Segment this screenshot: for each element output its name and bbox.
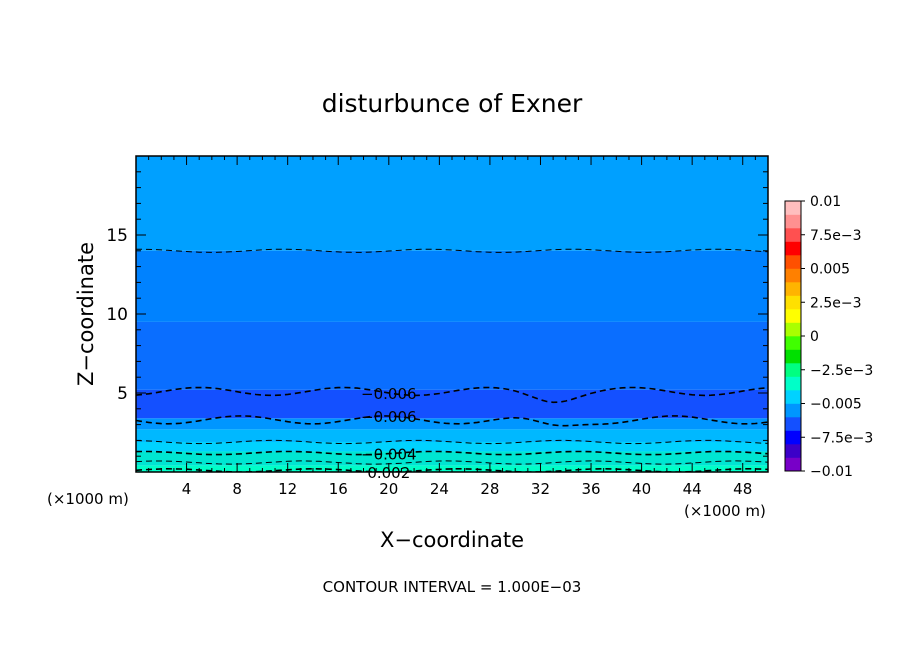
x-axis-label: X−coordinate [380,528,524,552]
contour-band [136,389,768,419]
contour-interval-footer: CONTOUR INTERVAL = 1.000E−03 [323,578,582,596]
colorbar-swatch [785,241,801,256]
colorbar-swatch [785,295,801,310]
colorbar-swatch [785,457,801,472]
x-tick-label: 24 [430,480,449,498]
x-tick-label: 20 [379,480,398,498]
colorbar-swatch [785,390,801,404]
colorbar-label: −7.5e−3 [810,430,873,446]
colorbar-swatch [785,309,801,323]
contour-line [136,439,768,445]
x-unit-right: (×1000 m) [684,502,766,520]
colorbar-swatch [785,336,801,350]
y-tick-label: 10 [106,305,128,325]
contour-label: −0.004 [361,446,417,464]
colorbar-swatch [785,403,801,418]
contour-line [136,248,768,253]
contour-band [136,156,768,251]
colorbar [784,200,802,472]
colorbar-labels: 0.01 7.5e−3 0.005 2.5e−3 0 −2.5e−3 −0.005 −7.5e… [801,194,873,480]
colorbar-swatch [785,417,801,431]
x-axis-ticks: 4 8 12 16 20 24 28 32 36 40 44 48 [148,156,756,498]
colorbar-swatch [785,349,801,364]
contour-line [136,460,768,465]
x-tick-label: 44 [683,480,702,498]
colorbar-label: −0.005 [810,397,862,413]
contour-line [136,450,768,456]
contour-lines [136,248,768,472]
colorbar-label: 0.005 [810,262,850,278]
contour-band [136,250,768,322]
y-axis-label: Z−coordinate [74,242,98,386]
colorbar-label: 2.5e−3 [810,295,862,311]
x-unit-left: (×1000 m) [47,490,129,508]
colorbar-label: 0.01 [810,194,841,210]
chart-title: disturbunce of Exner [322,89,583,118]
colorbar-swatch [785,363,801,377]
colorbar-swatch [785,322,801,337]
x-tick-label: 12 [278,480,297,498]
colorbar-label: 0 [810,329,819,345]
colorbar-swatch [785,376,801,391]
contour-line [136,386,768,404]
y-tick-label: 15 [106,226,128,246]
x-tick-label: 4 [182,480,192,498]
x-tick-label: 40 [632,480,651,498]
contour-label: 0.002 [367,464,410,482]
x-tick-label: 48 [733,480,752,498]
colorbar-label: −2.5e−3 [810,363,873,379]
colorbar-label: 7.5e−3 [810,228,862,244]
y-axis-ticks: 5 10 15 [106,171,768,457]
colorbar-swatch [785,228,801,242]
x-tick-label: 36 [581,480,600,498]
colorbar-label: −0.01 [810,464,853,480]
colorbar-swatch [785,444,801,458]
contour-band [136,451,768,466]
colorbar-swatch [785,255,801,269]
contour-fill-bands [136,156,768,472]
contour-band [136,418,768,430]
x-tick-label: 16 [329,480,348,498]
y-tick-label: 5 [117,384,128,404]
contour-band [136,321,768,390]
x-tick-label: 8 [232,480,242,498]
contour-label: −0.006 [361,408,417,426]
colorbar-swatch [785,214,801,229]
contour-line [136,415,768,427]
contour-label: −0.006 [361,385,417,403]
x-tick-label: 28 [480,480,499,498]
x-tick-label: 32 [531,480,550,498]
contour-band [136,429,768,442]
colorbar-swatch [785,268,801,283]
colorbar-swatch [785,282,801,296]
colorbar-swatch [785,201,801,215]
colorbar-swatch [785,430,801,445]
contour-band [136,441,768,452]
